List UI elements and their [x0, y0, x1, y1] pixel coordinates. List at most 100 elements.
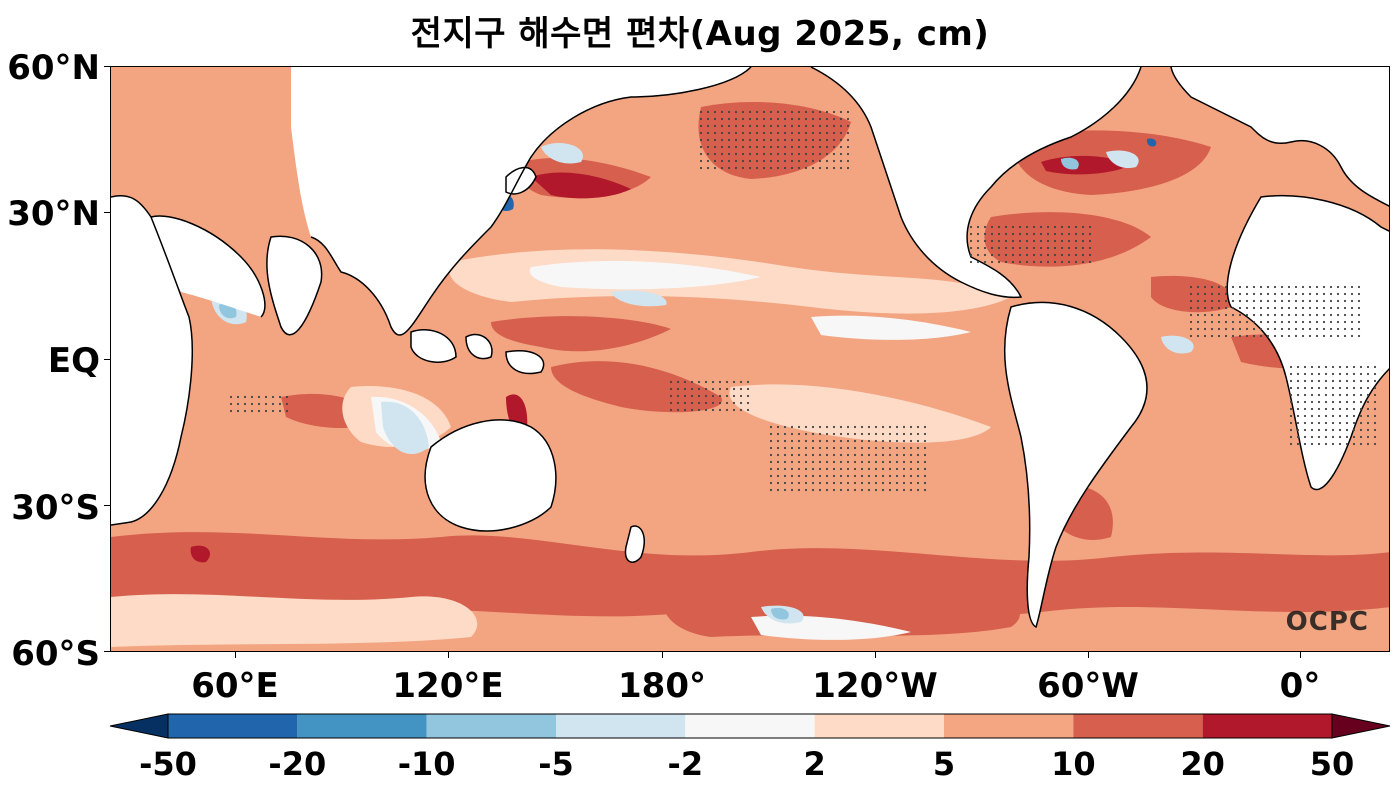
lon-tick [235, 652, 236, 658]
stipple-dot [746, 394, 750, 398]
stipple-dot [1018, 239, 1022, 243]
stipple-dot [1357, 285, 1361, 289]
stipple-dot [229, 402, 233, 406]
stipple-dot [797, 467, 801, 471]
stipple-dot [811, 117, 815, 121]
stipple-dot [790, 467, 794, 471]
stipple-dot [867, 446, 871, 450]
stipple-dot [1039, 232, 1043, 236]
stipple-dot [769, 131, 773, 135]
stipple-dot [1322, 313, 1326, 317]
stipple-dot [669, 394, 673, 398]
stipple-dot [1294, 320, 1298, 324]
stipple-dot [1280, 313, 1284, 317]
stipple-dot [1317, 372, 1321, 376]
stipple-dot [1252, 299, 1256, 303]
stipple-dot [669, 408, 673, 412]
stipple-dot [699, 117, 703, 121]
stipple-dot [1315, 327, 1319, 331]
stipple-dot [888, 446, 892, 450]
stipple-dot [1231, 320, 1235, 324]
stipple-dot [762, 145, 766, 149]
stipple-dot [923, 467, 927, 471]
stipple-dot [1331, 428, 1335, 432]
stipple-dot [902, 446, 906, 450]
stipple-dot [804, 152, 808, 156]
stipple-dot [285, 409, 289, 413]
stipple-dot [1366, 428, 1370, 432]
stipple-dot [769, 124, 773, 128]
stipple-dot [923, 425, 927, 429]
stipple-dot [1287, 299, 1291, 303]
stipple-dot [1004, 260, 1008, 264]
stipple-dot [1060, 225, 1064, 229]
stipple-dot [804, 446, 808, 450]
stipple-dot [755, 138, 759, 142]
stipple-dot [1359, 400, 1363, 404]
stipple-dot [839, 117, 843, 121]
stipple-dot [797, 460, 801, 464]
stipple-dot [783, 131, 787, 135]
stipple-dot [769, 145, 773, 149]
stipple-dot [776, 467, 780, 471]
stipple-dot [1273, 320, 1277, 324]
stipple-dot [790, 166, 794, 170]
stipple-dot [776, 117, 780, 121]
stipple-dot [739, 408, 743, 412]
stipple-dot [1338, 379, 1342, 383]
stipple-dot [769, 138, 773, 142]
stipple-dot [755, 166, 759, 170]
stipple-dot [1303, 400, 1307, 404]
stipple-dot [997, 239, 1001, 243]
stipple-dot [1296, 435, 1300, 439]
stipple-dot [909, 481, 913, 485]
stipple-dot [783, 425, 787, 429]
stipple-dot [706, 138, 710, 142]
stipple-dot [1324, 372, 1328, 376]
stipple-dot [734, 117, 738, 121]
stipple-dot [1011, 239, 1015, 243]
stipple-dot [790, 481, 794, 485]
stipple-dot [1053, 260, 1057, 264]
stipple-dot [1231, 285, 1235, 289]
stipple-dot [804, 131, 808, 135]
stipple-dot [243, 402, 247, 406]
stipple-dot [846, 425, 850, 429]
stipple-dot [825, 117, 829, 121]
stipple-dot [1350, 285, 1354, 289]
stipple-dot [969, 246, 973, 250]
stipple-dot [776, 145, 780, 149]
stipple-dot [1081, 225, 1085, 229]
stipple-dot [860, 453, 864, 457]
stipple-dot [236, 409, 240, 413]
stipple-dot [895, 488, 899, 492]
stipple-dot [1067, 260, 1071, 264]
stipple-dot [1289, 428, 1293, 432]
stipple-dot [1338, 435, 1342, 439]
stipple-dot [881, 453, 885, 457]
stipple-dot [1343, 306, 1347, 310]
stipple-dot [1308, 313, 1312, 317]
stipple-dot [832, 432, 836, 436]
stipple-dot [1315, 320, 1319, 324]
stipple-dot [1259, 306, 1263, 310]
stipple-dot [1259, 334, 1263, 338]
colorbar-segment [556, 714, 686, 738]
stipple-dot [1189, 327, 1193, 331]
stipple-dot [748, 152, 752, 156]
stipple-dot [825, 425, 829, 429]
stipple-dot [676, 380, 680, 384]
stipple-dot [1317, 421, 1321, 425]
stipple-dot [990, 246, 994, 250]
stipple-dot [860, 432, 864, 436]
stipple-dot [1350, 334, 1354, 338]
stipple-dot [797, 131, 801, 135]
stipple-dot [748, 124, 752, 128]
stipple-dot [839, 152, 843, 156]
stipple-dot [846, 145, 850, 149]
stipple-dot [790, 152, 794, 156]
stipple-dot [860, 474, 864, 478]
stipple-dot [1289, 365, 1293, 369]
stipple-dot [1359, 414, 1363, 418]
stipple-dot [888, 432, 892, 436]
